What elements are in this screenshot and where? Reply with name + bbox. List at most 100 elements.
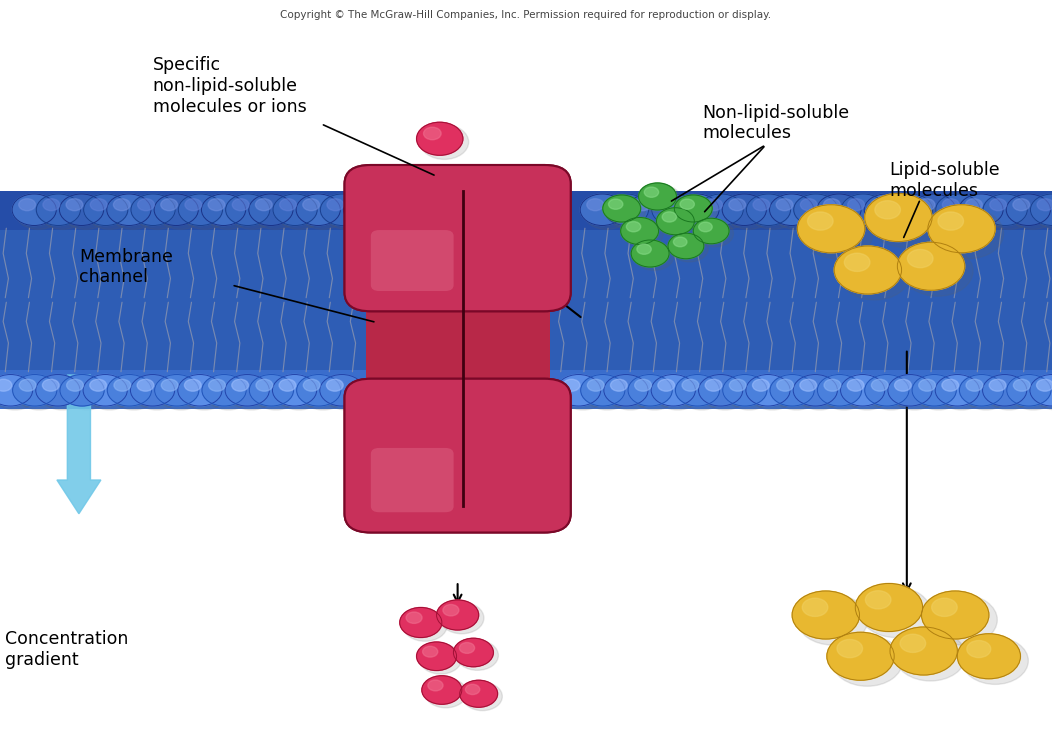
Circle shape — [967, 640, 991, 658]
Circle shape — [279, 380, 296, 392]
Circle shape — [392, 181, 408, 192]
Circle shape — [473, 176, 488, 187]
Circle shape — [587, 380, 604, 392]
Circle shape — [406, 612, 422, 623]
Circle shape — [83, 374, 127, 406]
Circle shape — [868, 196, 914, 230]
Circle shape — [626, 221, 641, 232]
Circle shape — [776, 199, 793, 211]
Circle shape — [225, 374, 269, 406]
Circle shape — [604, 194, 648, 226]
Bar — [0, 376, 1052, 409]
Circle shape — [894, 380, 911, 392]
Circle shape — [584, 376, 630, 410]
Circle shape — [726, 376, 772, 410]
Circle shape — [983, 194, 1027, 226]
Circle shape — [773, 376, 820, 410]
Circle shape — [324, 196, 370, 230]
Circle shape — [110, 196, 157, 230]
Circle shape — [201, 194, 245, 226]
Circle shape — [662, 211, 676, 222]
Circle shape — [425, 678, 467, 708]
Circle shape — [272, 374, 317, 406]
Circle shape — [414, 241, 457, 271]
Circle shape — [389, 178, 433, 210]
Circle shape — [90, 199, 107, 211]
Circle shape — [323, 376, 369, 410]
Circle shape — [679, 376, 725, 410]
Circle shape — [256, 199, 272, 211]
Circle shape — [472, 205, 512, 233]
Circle shape — [808, 212, 833, 230]
Circle shape — [912, 374, 956, 406]
Circle shape — [794, 194, 838, 226]
Circle shape — [844, 376, 890, 410]
Circle shape — [832, 636, 903, 686]
Circle shape — [420, 644, 462, 674]
Circle shape — [411, 238, 451, 267]
Circle shape — [703, 196, 749, 230]
Circle shape — [249, 374, 294, 406]
Circle shape — [424, 128, 441, 140]
Circle shape — [1030, 374, 1052, 406]
Circle shape — [417, 642, 457, 670]
Circle shape — [824, 199, 841, 211]
Circle shape — [800, 380, 816, 392]
Circle shape — [42, 380, 59, 392]
FancyBboxPatch shape — [344, 379, 570, 532]
Circle shape — [865, 194, 909, 226]
Circle shape — [962, 638, 1028, 684]
Circle shape — [723, 374, 767, 406]
Circle shape — [963, 376, 1009, 410]
Circle shape — [178, 194, 223, 226]
Circle shape — [0, 374, 33, 406]
Circle shape — [450, 237, 490, 266]
Circle shape — [300, 376, 346, 410]
Circle shape — [130, 374, 175, 406]
Circle shape — [134, 376, 180, 410]
Circle shape — [839, 250, 910, 300]
Circle shape — [225, 194, 269, 226]
Circle shape — [834, 246, 902, 294]
Circle shape — [892, 196, 938, 230]
Circle shape — [682, 380, 699, 392]
Circle shape — [417, 122, 463, 155]
Circle shape — [651, 194, 695, 226]
Circle shape — [182, 196, 228, 230]
Circle shape — [770, 374, 814, 406]
Circle shape — [871, 199, 888, 211]
Circle shape — [888, 374, 932, 406]
Circle shape — [84, 194, 128, 226]
FancyBboxPatch shape — [344, 165, 570, 311]
Circle shape — [581, 374, 625, 406]
FancyBboxPatch shape — [344, 379, 570, 532]
Circle shape — [770, 194, 814, 226]
Circle shape — [208, 380, 225, 392]
Circle shape — [817, 374, 862, 406]
Circle shape — [184, 380, 201, 392]
Circle shape — [303, 199, 320, 211]
Circle shape — [753, 199, 770, 211]
Circle shape — [560, 376, 606, 410]
Circle shape — [677, 197, 717, 225]
Circle shape — [803, 598, 828, 616]
Circle shape — [855, 584, 923, 632]
Circle shape — [870, 197, 940, 248]
Circle shape — [797, 205, 865, 253]
Circle shape — [16, 196, 62, 230]
Bar — [366, 188, 549, 412]
Circle shape — [347, 196, 393, 230]
Circle shape — [752, 380, 769, 392]
Circle shape — [457, 242, 471, 252]
Circle shape — [986, 376, 1032, 410]
Circle shape — [63, 196, 109, 230]
Circle shape — [939, 196, 986, 230]
Circle shape — [229, 196, 276, 230]
Circle shape — [911, 194, 955, 226]
Circle shape — [824, 380, 841, 392]
Circle shape — [161, 199, 178, 211]
Bar — [389, 285, 526, 405]
Circle shape — [746, 374, 790, 406]
Circle shape — [297, 194, 341, 226]
Circle shape — [19, 199, 36, 211]
